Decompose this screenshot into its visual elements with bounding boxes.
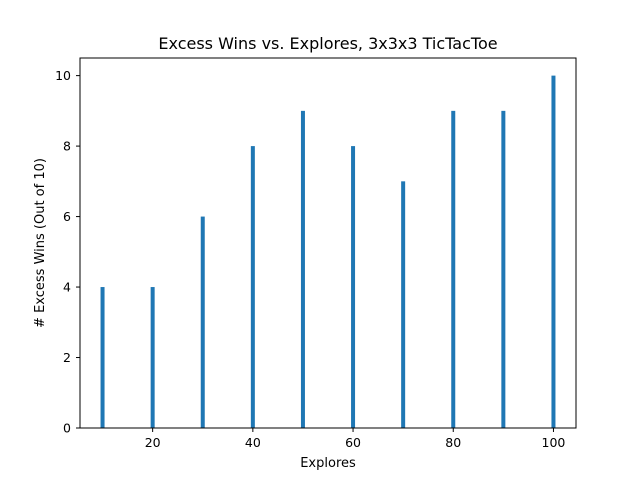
bar-explores-80 xyxy=(451,110,456,428)
y-tick-label: 4 xyxy=(63,280,71,295)
bar-explores-20 xyxy=(150,287,155,428)
bars-group xyxy=(100,75,556,428)
bar-explores-70 xyxy=(401,181,406,428)
bar-explores-30 xyxy=(200,216,205,428)
y-tick-label: 8 xyxy=(63,139,71,154)
bar-explores-10 xyxy=(100,287,105,428)
y-tick-label: 6 xyxy=(63,209,71,224)
bar-explores-100 xyxy=(551,75,556,428)
x-tick-label: 20 xyxy=(145,435,161,450)
y-tick-label: 10 xyxy=(55,68,71,83)
x-tick-label: 100 xyxy=(542,435,566,450)
y-tick-label: 0 xyxy=(63,421,71,436)
y-axis-label: # Excess Wins (Out of 10) xyxy=(33,158,48,328)
bar-explores-60 xyxy=(351,146,356,428)
y-axis-ticks: 0 2 4 6 8 10 xyxy=(55,68,80,436)
x-tick-label: 60 xyxy=(345,435,361,450)
x-axis-label: Explores xyxy=(300,456,356,471)
x-axis-ticks: 20 40 60 80 100 xyxy=(145,428,566,450)
y-tick-label: 2 xyxy=(63,350,71,365)
chart-title: Excess Wins vs. Explores, 3x3x3 TicTacTo… xyxy=(158,34,497,53)
x-tick-label: 40 xyxy=(245,435,261,450)
bar-explores-40 xyxy=(250,146,255,428)
plot-frame xyxy=(79,57,577,429)
bar-explores-50 xyxy=(300,110,305,428)
bar-explores-90 xyxy=(501,110,506,428)
x-tick-label: 80 xyxy=(445,435,461,450)
